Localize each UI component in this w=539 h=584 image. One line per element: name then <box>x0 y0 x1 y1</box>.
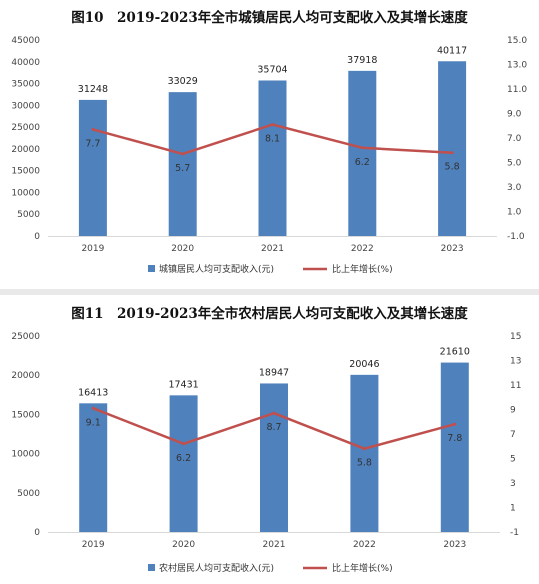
bar <box>440 362 469 532</box>
x-category-label: 2023 <box>443 540 466 550</box>
panel-divider <box>0 289 539 295</box>
legend-bar-label: 城镇居民人均可支配收入(元) <box>159 263 274 275</box>
chart-title: 图10 2019-2023年全市城镇居民人均可支配收入及其增长速度 <box>71 10 468 26</box>
y-right-tick-label: -1 <box>510 528 519 538</box>
growth-point <box>182 442 186 446</box>
x-category-label: 2020 <box>171 244 194 254</box>
bar-value-label: 31248 <box>78 84 108 95</box>
chart-title: 图11 2019-2023年全市农村居民人均可支配收入及其增长速度 <box>71 306 468 322</box>
y-right-tick-label: 5 <box>510 455 516 465</box>
growth-value-label: 5.7 <box>175 163 190 174</box>
legend-bar-swatch <box>148 564 155 571</box>
y-right-tick-label: 11 <box>510 381 521 391</box>
bar <box>168 92 197 237</box>
chart-urban-svg: 0 5000 10000 15000 20000 25000 30000 35000 40000… <box>11 36 527 275</box>
x-category-label: 2022 <box>353 540 376 550</box>
y-right-tick-label: 5.0 <box>507 159 522 169</box>
growth-point <box>450 151 454 155</box>
bar <box>258 80 287 236</box>
chart-panel-urban: 图10 2019-2023年全市城镇居民人均可支配收入及其增长速度 0 5000 1… <box>0 0 539 288</box>
legend-bar-label: 农村居民人均可支配收入(元) <box>159 562 274 574</box>
y-left-tick-label: 30000 <box>11 101 40 111</box>
bar-value-label: 21610 <box>440 347 470 358</box>
y-left-tick-label: 0 <box>34 528 40 538</box>
legend-line-label: 比上年增长(%) <box>332 562 393 574</box>
growth-value-label: 9.1 <box>86 417 101 428</box>
bar-value-label: 16413 <box>78 387 108 398</box>
bar-value-label: 37918 <box>347 55 377 66</box>
bar-value-label: 40117 <box>437 45 467 56</box>
growth-point <box>91 127 95 131</box>
y-right-tick-label: 9.0 <box>507 110 522 120</box>
growth-value-label: 7.7 <box>85 138 100 149</box>
growth-point <box>362 447 366 451</box>
y-left-tick-label: 10000 <box>11 188 40 198</box>
bar <box>169 395 198 532</box>
x-category-label: 2020 <box>172 540 195 550</box>
y-right-tick-label: 7.0 <box>507 134 522 144</box>
x-category-label: 2021 <box>263 540 286 550</box>
y-left-tick-label: 15000 <box>11 167 40 177</box>
x-category-label: 2023 <box>441 244 464 254</box>
x-category-label: 2019 <box>82 540 105 550</box>
bar-value-label: 17431 <box>168 379 198 390</box>
y-right-tick-label: 13.0 <box>507 61 527 71</box>
growth-point <box>181 152 185 156</box>
chart-rural-svg: 0500010000150002000025000-11357911131516… <box>11 332 521 574</box>
bar <box>79 403 108 532</box>
y-left-tick-label: 45000 <box>11 36 40 46</box>
y-right-tick-label: 15 <box>510 332 521 342</box>
x-category-label: 2019 <box>81 244 104 254</box>
legend-bar-swatch <box>148 265 155 272</box>
growth-point <box>271 123 274 127</box>
growth-point <box>360 146 364 150</box>
y-left-tick-label: 0 <box>34 232 40 242</box>
y-right-tick-label: 7 <box>510 430 516 440</box>
bar-value-label: 33029 <box>168 76 198 87</box>
chart-panel-rural: 图11 2019-2023年全市农村居民人均可支配收入及其增长速度 0 5000 1… <box>0 296 539 584</box>
y-left-tick-label: 5000 <box>17 489 40 499</box>
bar-value-label: 35704 <box>257 64 287 75</box>
y-left-tick-label: 5000 <box>17 210 40 220</box>
growth-point <box>272 411 276 415</box>
x-category-label: 2021 <box>261 244 284 254</box>
y-right-tick-label: 13 <box>510 357 521 367</box>
bar <box>438 61 467 237</box>
x-category-label: 2022 <box>351 244 374 254</box>
bar <box>348 70 377 237</box>
y-right-tick-label: 3 <box>510 479 516 489</box>
bar-value-label: 18947 <box>259 367 289 378</box>
growth-value-label: 7.8 <box>447 433 462 444</box>
y-left-tick-label: 25000 <box>11 123 40 133</box>
y-right-tick-label: -1.0 <box>507 232 525 242</box>
bar <box>78 99 107 236</box>
growth-value-label: 5.8 <box>357 458 372 469</box>
legend-line-label: 比上年增长(%) <box>332 263 393 275</box>
y-left-tick-label: 10000 <box>11 450 40 460</box>
y-right-tick-label: 1 <box>510 504 516 514</box>
y-right-tick-label: 3.0 <box>507 183 522 193</box>
bar <box>260 383 288 532</box>
growth-value-label: 6.2 <box>176 453 191 464</box>
growth-value-label: 5.8 <box>445 162 460 173</box>
y-left-tick-label: 25000 <box>11 332 40 342</box>
y-left-tick-label: 20000 <box>11 371 40 381</box>
y-left-tick-label: 35000 <box>11 80 40 90</box>
y-right-tick-label: 9 <box>510 406 516 416</box>
bar-value-label: 20046 <box>349 359 379 370</box>
bar <box>350 374 379 532</box>
y-right-tick-label: 1.0 <box>507 208 522 218</box>
y-left-tick-label: 40000 <box>11 58 40 68</box>
growth-point <box>453 422 457 426</box>
y-left-tick-label: 15000 <box>11 410 40 420</box>
growth-value-label: 6.2 <box>355 157 370 168</box>
y-left-tick-label: 20000 <box>11 145 40 155</box>
growth-value-label: 8.1 <box>265 134 280 145</box>
y-right-tick-label: 15.0 <box>507 36 527 46</box>
growth-point <box>91 406 95 410</box>
y-right-tick-label: 11.0 <box>507 85 527 95</box>
growth-value-label: 8.7 <box>266 422 281 433</box>
